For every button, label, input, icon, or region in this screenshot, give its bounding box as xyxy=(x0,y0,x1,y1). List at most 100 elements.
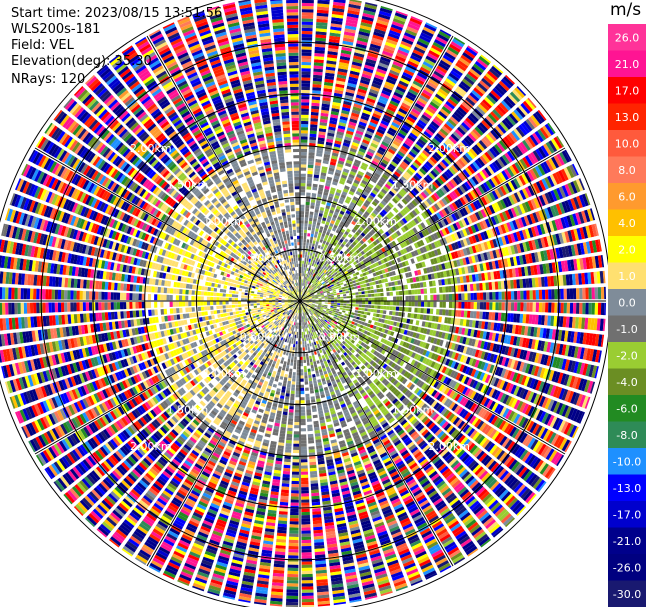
gate-cell xyxy=(359,28,371,34)
gate-cell xyxy=(415,320,420,326)
gate-cell xyxy=(333,293,337,296)
gate-cell xyxy=(349,298,353,301)
gate-cell xyxy=(343,139,351,145)
gate-cell xyxy=(566,302,571,314)
gate-cell xyxy=(529,290,533,300)
gate-cell xyxy=(310,233,314,238)
gate-cell xyxy=(312,301,316,303)
gate-cell xyxy=(312,224,316,228)
gate-cell xyxy=(344,94,354,100)
gate-cell xyxy=(327,302,331,305)
gate-cell xyxy=(318,184,324,189)
gate-cell xyxy=(305,273,308,277)
gate-cell xyxy=(334,303,338,305)
gate-cell xyxy=(314,43,326,48)
gate-cell xyxy=(358,307,362,311)
gate-cell xyxy=(476,292,481,300)
gate-cell xyxy=(301,24,313,29)
gate-cell xyxy=(364,64,375,71)
gate-cell xyxy=(492,292,496,300)
gate-cell xyxy=(366,55,378,62)
gate-cell xyxy=(380,5,393,11)
gate-cell xyxy=(323,88,333,93)
gate-cell xyxy=(336,74,347,79)
gate-cell xyxy=(305,198,311,203)
gate-cell xyxy=(417,295,422,301)
gate-cell xyxy=(300,263,302,267)
gate-cell xyxy=(323,211,329,216)
gate-cell xyxy=(300,291,302,295)
gate-cell xyxy=(342,37,354,43)
gate-cell xyxy=(321,233,326,238)
gate-cell xyxy=(392,286,396,291)
gate-cell xyxy=(348,150,356,156)
gate-cell xyxy=(306,274,309,278)
gate-cell xyxy=(307,252,310,256)
gate-cell xyxy=(376,309,381,314)
gate-cell xyxy=(315,28,327,33)
gate-cell xyxy=(352,301,356,304)
gate-cell xyxy=(343,303,347,306)
gate-cell xyxy=(320,172,327,177)
gate-cell xyxy=(330,23,342,28)
gate-cell xyxy=(588,302,592,315)
gate-cell xyxy=(551,289,555,300)
gate-cell xyxy=(325,221,330,226)
gate-cell xyxy=(314,46,326,51)
gate-cell xyxy=(328,193,334,198)
gate-cell xyxy=(311,99,320,104)
gate-cell xyxy=(334,194,340,200)
gate-cell xyxy=(439,309,443,316)
gate-cell xyxy=(326,57,337,62)
gate-cell xyxy=(301,46,312,50)
gate-cell xyxy=(310,252,313,256)
gate-cell xyxy=(479,292,484,300)
gate-cell xyxy=(535,302,540,313)
gate-cell xyxy=(302,282,304,286)
gate-cell xyxy=(329,164,336,169)
gate-cell xyxy=(304,270,307,274)
gate-cell xyxy=(347,233,353,238)
gate-cell xyxy=(313,74,323,79)
gate-cell xyxy=(358,31,370,37)
gate-cell xyxy=(498,302,502,311)
gate-cell xyxy=(311,246,315,250)
gate-cell xyxy=(423,288,428,294)
gate-cell xyxy=(304,214,309,218)
gate-cell xyxy=(300,189,306,193)
gate-cell xyxy=(327,297,331,300)
gate-cell xyxy=(316,222,321,226)
gate-cell xyxy=(304,220,308,224)
gate-cell xyxy=(374,25,387,32)
gate-cell xyxy=(349,303,353,307)
gate-cell xyxy=(312,77,322,82)
gate-cell xyxy=(376,313,380,318)
gate-cell xyxy=(485,282,490,291)
gate-cell xyxy=(309,136,317,141)
gate-cell xyxy=(318,131,326,136)
gate-cell xyxy=(301,139,308,143)
gate-cell xyxy=(569,288,574,300)
gate-cell xyxy=(344,136,352,142)
gate-cell xyxy=(323,227,328,232)
gate-cell xyxy=(304,283,307,287)
gate-cell xyxy=(360,287,365,291)
gate-cell xyxy=(382,310,387,315)
gate-cell xyxy=(317,6,329,11)
gate-cell xyxy=(548,302,552,313)
gate-cell xyxy=(301,117,309,122)
gate-cell xyxy=(330,292,334,295)
gate-cell xyxy=(317,216,322,220)
gate-cell xyxy=(374,301,378,305)
gate-cell xyxy=(336,305,341,308)
gate-cell xyxy=(360,76,371,82)
gate-cell xyxy=(327,215,332,220)
gate-cell xyxy=(591,287,595,300)
gate-cell xyxy=(315,159,322,163)
gate-cell xyxy=(579,287,583,300)
gate-cell xyxy=(310,124,318,128)
gate-cell xyxy=(379,288,384,293)
gate-cell xyxy=(541,289,546,300)
velocity-gates xyxy=(0,0,606,607)
gate-cell xyxy=(325,72,335,77)
